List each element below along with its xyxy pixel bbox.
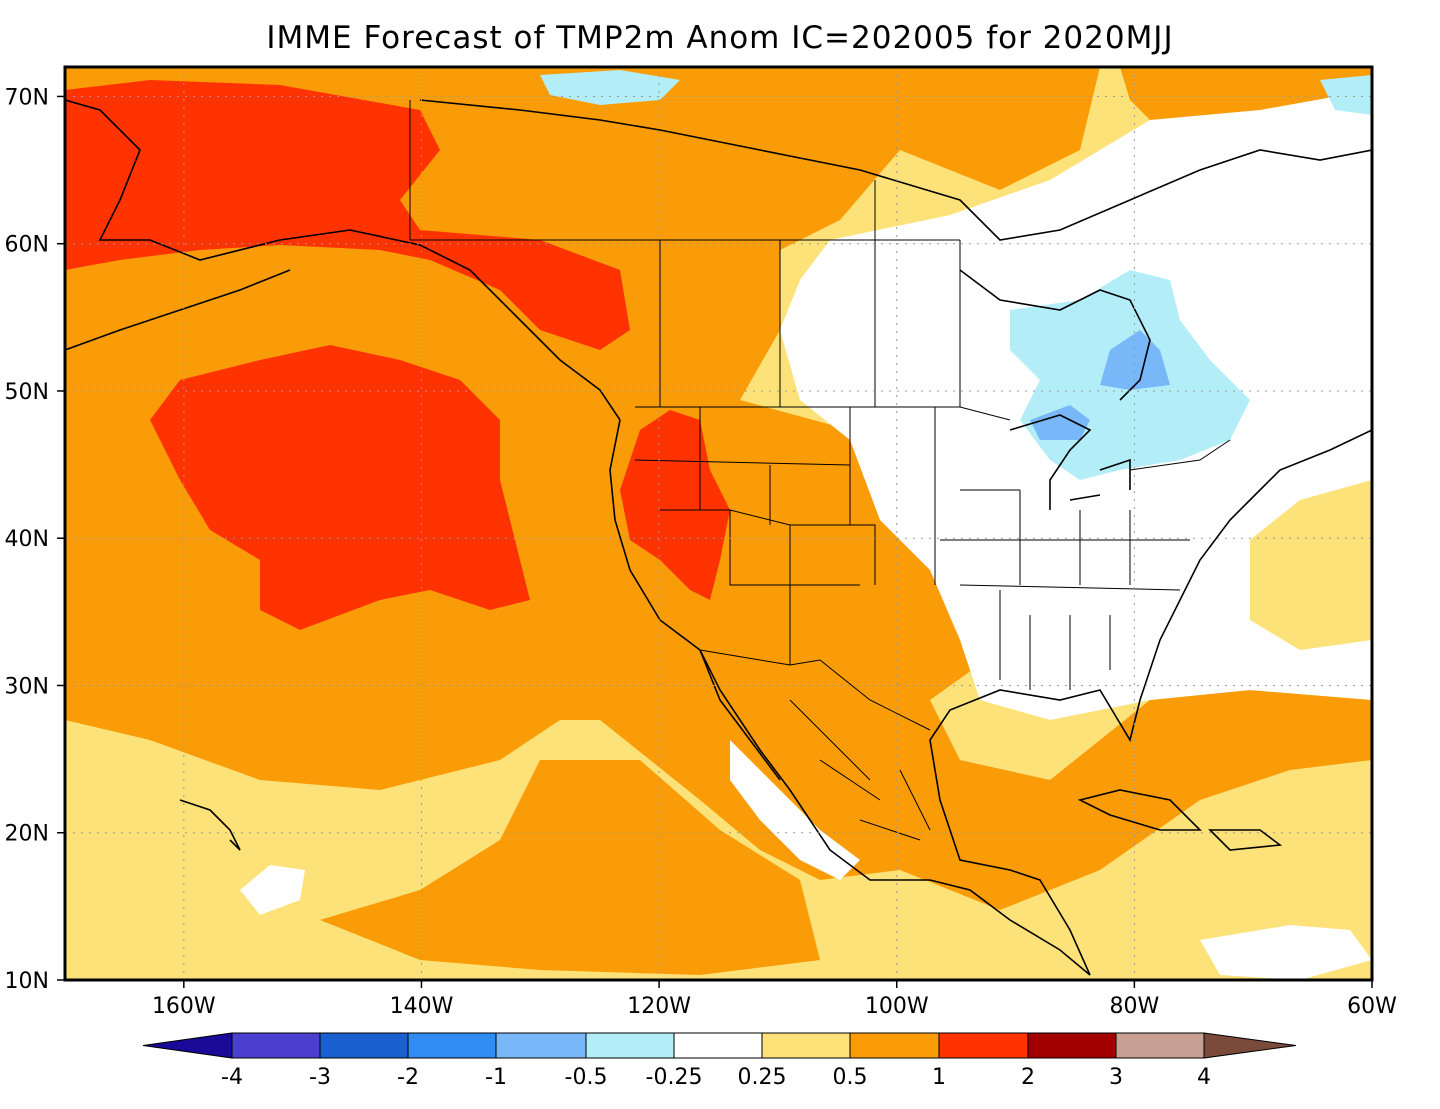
anomaly-region-neutral-caribbean bbox=[1200, 925, 1372, 980]
colorbar-label: -2 bbox=[397, 1065, 419, 1090]
colorbar-label: -3 bbox=[309, 1065, 331, 1090]
coastline-baja bbox=[699, 649, 781, 781]
lat-tick-label: 10N bbox=[5, 969, 49, 994]
coastline-pacific-us bbox=[609, 419, 1091, 976]
colorbar-label: -4 bbox=[221, 1065, 243, 1090]
anomaly-region-hot-pacific bbox=[150, 345, 530, 630]
colorbar-label: 1 bbox=[932, 1065, 946, 1090]
coastline-aleutians bbox=[65, 269, 291, 351]
boundary-canada-provinces bbox=[410, 180, 961, 407]
colorbar-swatch bbox=[761, 1032, 851, 1059]
anomaly-region-neutral-hawaii bbox=[240, 865, 305, 915]
boundary-us-states-east bbox=[934, 407, 1190, 690]
lat-tick-label: 60N bbox=[5, 233, 49, 258]
anomaly-region-cool-labrador bbox=[1320, 75, 1372, 115]
coastline-hudson-bay bbox=[959, 269, 1151, 401]
colorbar: -4 -3 -2 -1 -0.5 -0.25 0.25 0.5 1 2 3 4 bbox=[142, 1032, 1297, 1090]
colorbar-label: -1 bbox=[485, 1065, 507, 1090]
lon-tick-label: 120W bbox=[627, 994, 691, 1019]
colorbar-label: 2 bbox=[1021, 1065, 1035, 1090]
anomaly-region-cool-arctic bbox=[540, 70, 680, 105]
coastline-alaska bbox=[65, 99, 621, 421]
lat-tick-label: 50N bbox=[5, 380, 49, 405]
coastline-hawaii bbox=[179, 799, 241, 851]
colorbar-swatch bbox=[938, 1032, 1029, 1059]
boundary-us-mexico bbox=[699, 649, 931, 731]
lon-tick-label: 80W bbox=[1109, 994, 1159, 1019]
political-boundaries bbox=[409, 100, 1231, 841]
colorbar-swatch bbox=[231, 1032, 321, 1059]
colorbar-label: 4 bbox=[1197, 1065, 1211, 1090]
colorbar-swatch bbox=[1115, 1032, 1205, 1059]
anomaly-field bbox=[65, 67, 1372, 980]
lat-tick-label: 30N bbox=[5, 674, 49, 699]
colorbar-label: -0.5 bbox=[565, 1065, 608, 1090]
colorbar-label: -0.25 bbox=[646, 1065, 703, 1090]
colorbar-label: 3 bbox=[1109, 1065, 1123, 1090]
boundary-us-canada bbox=[635, 406, 1231, 471]
lon-tick-label: 160W bbox=[152, 994, 216, 1019]
coastline-arctic bbox=[419, 99, 1372, 241]
lat-tick-label: 20N bbox=[5, 822, 49, 847]
lat-tick-label: 40N bbox=[5, 527, 49, 552]
lon-tick-label: 100W bbox=[865, 994, 929, 1019]
anomaly-region-cooler-hudson bbox=[1100, 330, 1170, 390]
coastline-cuba bbox=[1077, 789, 1202, 831]
anomaly-region-warm-pacific bbox=[320, 760, 820, 975]
colorbar-arrow-low bbox=[142, 1032, 233, 1059]
colorbar-swatch bbox=[1027, 1032, 1117, 1059]
colorbar-label: 0.25 bbox=[738, 1065, 787, 1090]
lon-tick-label: 60W bbox=[1347, 994, 1397, 1019]
colorbar-swatch bbox=[585, 1032, 675, 1059]
coastline-great-lakes bbox=[1009, 414, 1131, 510]
latitude-axis: 10N 20N 30N 40N 50N 60N 70N bbox=[5, 85, 65, 994]
coastline-hispaniola bbox=[1208, 829, 1283, 851]
boundary-us-states-west bbox=[634, 407, 876, 665]
colorbar-swatch bbox=[849, 1032, 940, 1059]
colorbar-swatch bbox=[673, 1032, 763, 1059]
colorbar-swatch bbox=[319, 1032, 409, 1059]
boundary-mexico-states bbox=[789, 699, 931, 841]
colorbar-label: 0.5 bbox=[833, 1065, 868, 1090]
map-title: IMME Forecast of TMP2m Anom IC=202005 fo… bbox=[266, 20, 1174, 56]
coastlines bbox=[65, 99, 1372, 976]
coastline-gulf bbox=[929, 429, 1372, 976]
colorbar-arrow-high bbox=[1203, 1032, 1297, 1059]
anomaly-region-hot-great-basin bbox=[620, 410, 730, 600]
lat-tick-label: 70N bbox=[5, 85, 49, 110]
anomaly-region-hot-alaska bbox=[65, 80, 630, 350]
colorbar-swatch bbox=[407, 1032, 497, 1059]
anomaly-region-cooler-greatlakes bbox=[1030, 405, 1090, 440]
lon-tick-label: 140W bbox=[390, 994, 454, 1019]
colorbar-swatch bbox=[495, 1032, 587, 1059]
plot-frame bbox=[63, 65, 1374, 982]
longitude-axis: 160W 140W 120W 100W 80W 60W bbox=[152, 980, 1397, 1019]
